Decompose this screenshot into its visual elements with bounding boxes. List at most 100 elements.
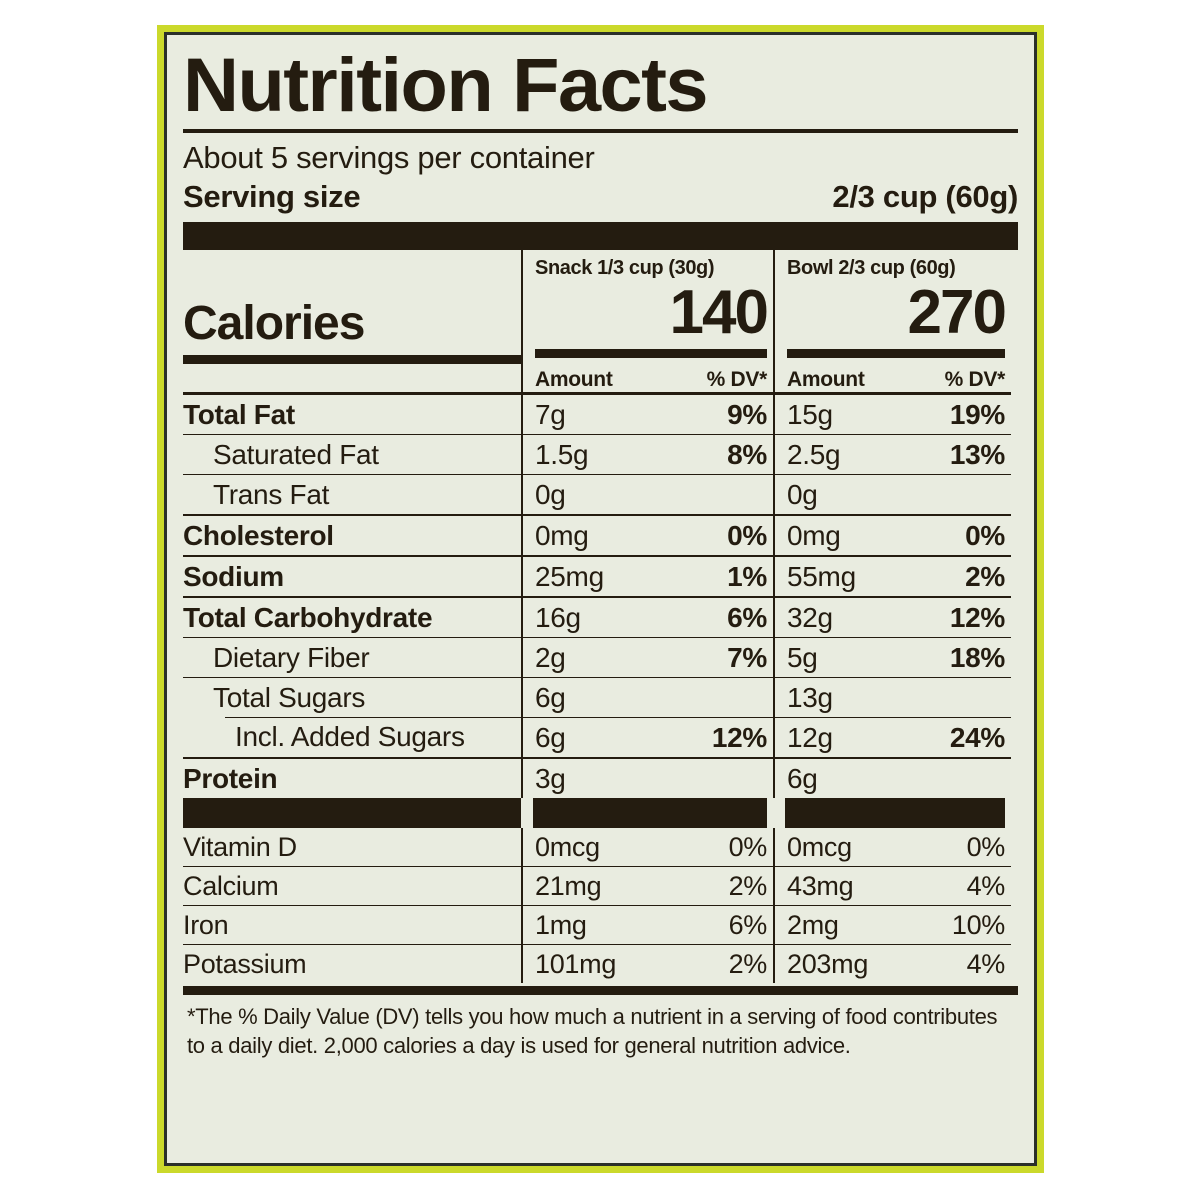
amount-dv-header-row: Amount % DV* Amount % DV* [183,364,1018,393]
calories-row: Calories 140 270 [183,278,1018,365]
nutrient-amount: 6g [535,722,566,754]
servings-per-container: About 5 servings per container [183,140,595,176]
micronutrient-name: Iron [183,905,521,944]
micronutrient-amount: 21mg [535,871,602,902]
nutrient-amount: 13g [787,682,833,714]
table-row: Trans Fat 0g 0g [183,474,1018,515]
nutrient-bowl-cell: 2.5g 13% [773,434,1011,475]
nutrient-name: Total Sugars [183,677,521,717]
nutrient-amount: 2g [535,642,566,674]
micronutrient-daily-value: 10% [951,910,1005,941]
micronutrient-amount: 1mg [535,910,587,941]
nutrient-daily-value: 12% [711,722,767,754]
micronutrient-daily-value: 0% [966,832,1006,863]
nutrient-snack-cell: 1.5g 8% [521,434,773,475]
micronutrient-snack-cell: 21mg 2% [521,866,773,906]
calories-label: Calories [183,297,365,351]
nutrient-daily-value: 19% [949,399,1005,431]
amount-header-bowl: Amount [787,368,865,392]
nutrient-snack-cell: 3g [521,757,773,799]
table-row: Iron 1mg 6% 2mg 10% [183,905,1018,945]
nutrient-daily-value: 6% [727,602,767,634]
footnote-separator-bar [183,986,1018,996]
micronutrient-daily-value: 0% [728,832,768,863]
nutrient-amount: 25mg [535,561,604,593]
nutrient-table: Total Fat 7g 9% 15g 19% Saturated Fat 1.5g 8% 2.… [183,392,1018,799]
table-row: Total Carbohydrate 16g 6% 32g 12% [183,596,1018,638]
micronutrient-daily-value: 6% [728,910,768,941]
nutrient-daily-value: 13% [949,439,1005,471]
table-row: Potassium 101mg 2% 203mg 4% [183,944,1018,984]
table-row: Saturated Fat 1.5g 8% 2.5g 13% [183,434,1018,475]
nutrient-name: Total Fat [183,392,521,434]
micronutrient-bowl-cell: 2mg 10% [773,905,1011,945]
column-header-bowl: Bowl 2/3 cup (60g) [773,250,1011,281]
micronutrient-snack-cell: 0mcg 0% [521,828,773,867]
nutrient-amount: 0mg [535,520,589,552]
nutrient-amount: 6g [787,763,818,795]
nutrient-snack-cell: 7g 9% [521,392,773,435]
dv-header-snack: % DV* [706,368,768,392]
micronutrient-name: Calcium [183,866,521,905]
calories-name-cell: Calories [183,280,521,365]
table-row: Vitamin D 0mcg 0% 0mcg 0% [183,828,1018,867]
micronutrient-name: Potassium [183,944,521,983]
daily-value-footnote: *The % Daily Value (DV) tells you how mu… [187,1004,998,1058]
nutrient-amount: 32g [787,602,833,634]
nutrient-amount: 16g [535,602,581,634]
separator-segment-bowl [785,798,1005,829]
separator-segment-snack [533,798,767,829]
nutrient-name: Protein [183,757,521,798]
nutrient-amount: 3g [535,763,566,795]
package-border: Nutrition Facts About 5 servings per con… [157,25,1044,1173]
nutrient-daily-value: 1% [727,561,767,593]
table-row: Total Sugars 6g 13g [183,677,1018,718]
nutrient-bowl-cell: 6g [773,757,1011,799]
page-title: Nutrition Facts [183,43,709,128]
amount-header-spacer [183,364,521,392]
nutrient-amount: 0g [787,479,818,511]
nutrient-daily-value: 24% [949,722,1005,754]
table-row: Protein 3g 6g [183,757,1018,799]
nutrient-bowl-cell: 5g 18% [773,637,1011,678]
nutrient-bowl-cell: 15g 19% [773,392,1011,435]
calories-snack-cell: 140 [521,280,773,365]
micronutrient-amount: 0mcg [535,832,600,863]
micronutrient-daily-value: 4% [966,949,1006,980]
calories-underline-bowl [787,349,1005,359]
nutrient-name: Sodium [183,555,521,596]
nutrient-amount: 15g [787,399,833,431]
table-row: Calcium 21mg 2% 43mg 4% [183,866,1018,906]
nutrient-amount: 5g [787,642,818,674]
micronutrient-bowl-cell: 203mg 4% [773,944,1011,984]
micronutrient-table: Vitamin D 0mcg 0% 0mcg 0% Calcium 21mg 2% 43mg 4%… [183,828,1018,984]
nutrient-daily-value: 2% [965,561,1005,593]
nutrient-amount: 12g [787,722,833,754]
micronutrient-snack-cell: 101mg 2% [521,944,773,984]
amount-header-bowl-cell: Amount % DV* [773,364,1011,393]
table-row: Sodium 25mg 1% 55mg 2% [183,555,1018,597]
micronutrient-snack-cell: 1mg 6% [521,905,773,945]
nutrient-name: Incl. Added Sugars [183,717,521,757]
calories-value-bowl: 270 [907,278,1007,348]
amount-header-snack: Amount [535,368,613,392]
nutrient-snack-cell: 0g [521,474,773,515]
separator-segment-name [183,798,521,829]
micronutrient-amount: 101mg [535,949,617,980]
nutrient-daily-value: 0% [727,520,767,552]
nutrient-name: Cholesterol [183,514,521,555]
calories-bowl-cell: 270 [773,278,1011,365]
nutrient-snack-cell: 6g 12% [521,717,773,758]
nutrient-snack-cell: 6g [521,677,773,718]
table-row: Total Fat 7g 9% 15g 19% [183,392,1018,435]
micronutrient-amount: 0mcg [787,832,852,863]
table-row: Cholesterol 0mg 0% 0mg 0% [183,514,1018,556]
nutrient-snack-cell: 2g 7% [521,637,773,678]
nutrient-daily-value: 7% [727,642,767,674]
nutrient-bowl-cell: 55mg 2% [773,555,1011,597]
nutrient-amount: 7g [535,399,566,431]
nutrient-snack-cell: 0mg 0% [521,514,773,556]
serving-size-value: 2/3 cup (60g) [832,179,1018,215]
micronutrient-amount: 203mg [787,949,869,980]
